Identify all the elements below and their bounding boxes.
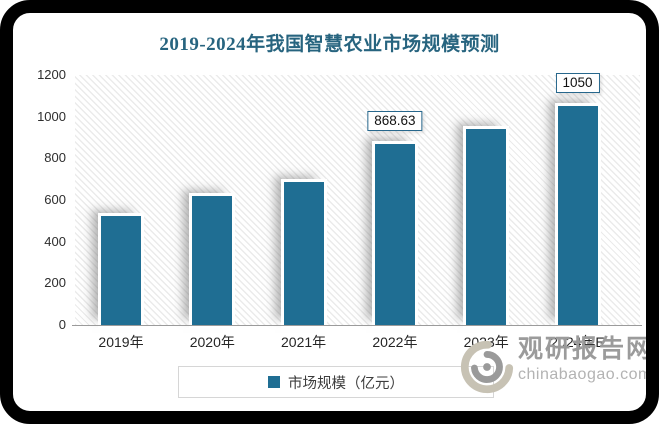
legend-box: 市场规模（亿元） [178, 366, 494, 398]
y-axis-tick-label: 0 [58, 317, 66, 332]
bar [192, 195, 233, 325]
bar-value-label: 868.63 [367, 111, 423, 132]
x-axis-label: 2019年 [98, 334, 144, 350]
x-axis-label: 2024年E [550, 334, 605, 350]
x-axis-label: 2023年 [463, 334, 509, 350]
legend-marker-icon [268, 376, 280, 388]
bar [101, 215, 141, 325]
bar [557, 106, 598, 325]
watermark-domain: chinabaogao.com [518, 365, 652, 383]
bar [374, 144, 415, 325]
x-axis-label: 2020年 [189, 334, 235, 350]
bar [466, 129, 507, 325]
chart-title: 2019-2024年我国智慧农业市场规模预测 [159, 34, 500, 55]
plot-area [75, 75, 640, 325]
y-axis-tick-label: 1200 [37, 67, 66, 82]
bar [283, 182, 324, 325]
bar-value-label: 1050 [555, 73, 600, 94]
y-axis-tick-label: 800 [44, 150, 66, 166]
x-axis-label: 2021年 [281, 334, 327, 350]
y-axis-tick-label: 200 [44, 275, 66, 291]
y-axis-tick-label: 600 [44, 192, 66, 207]
y-axis-tick-label: 1000 [37, 108, 66, 124]
legend-label: 市场规模（亿元） [288, 375, 404, 392]
y-axis-tick-label: 400 [44, 233, 66, 249]
x-axis-line [72, 325, 642, 326]
x-axis-label: 2022年 [372, 334, 418, 350]
